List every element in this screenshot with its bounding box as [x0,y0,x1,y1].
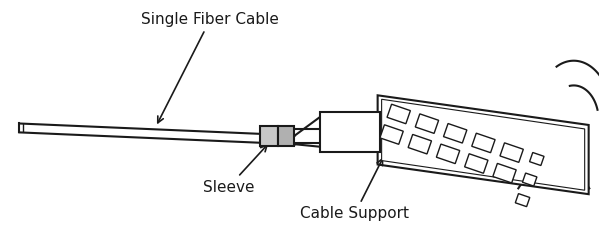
Polygon shape [493,163,516,183]
Polygon shape [464,154,488,173]
Polygon shape [377,95,589,194]
Text: Single Fiber Cable: Single Fiber Cable [142,12,280,123]
Polygon shape [500,143,523,162]
Polygon shape [515,194,530,207]
Polygon shape [436,144,460,164]
Polygon shape [382,99,584,190]
Polygon shape [415,114,439,133]
Bar [260,126,278,146]
Polygon shape [387,104,410,124]
Bar [320,112,380,152]
Text: Cable Support: Cable Support [300,159,409,221]
Polygon shape [472,133,495,153]
Polygon shape [530,152,544,166]
Text: Sleeve: Sleeve [203,145,267,195]
Polygon shape [443,123,467,143]
Polygon shape [523,173,537,186]
Polygon shape [408,135,431,154]
Polygon shape [380,125,403,144]
Bar [278,126,294,146]
